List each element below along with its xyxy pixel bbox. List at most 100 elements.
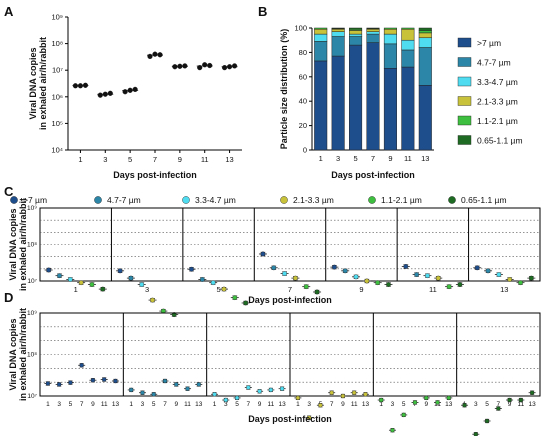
c-y-axis-title-line: Viral DNA copies bbox=[8, 208, 18, 280]
b-bar-segment bbox=[366, 31, 380, 35]
c-data-point bbox=[100, 286, 106, 292]
d-data-point bbox=[68, 380, 73, 385]
d-x-tick-label: 3 bbox=[307, 401, 311, 408]
c-x-axis-title: Days post-infection bbox=[248, 295, 332, 305]
b-legend-label: 4.7-7 µm bbox=[477, 58, 511, 68]
a-data-point bbox=[226, 64, 233, 70]
d-x-tick-label: 13 bbox=[445, 401, 453, 408]
c-data-point bbox=[403, 264, 409, 269]
d-y-tick-label: 10⁷ bbox=[27, 393, 37, 400]
b-bar-segment bbox=[349, 30, 363, 35]
d-x-tick-label: 1 bbox=[296, 401, 300, 408]
d-data-point bbox=[174, 382, 179, 387]
c-legend-label: 4.7-7 µm bbox=[107, 195, 141, 205]
a-data-point bbox=[231, 63, 238, 69]
d-data-point bbox=[295, 395, 301, 401]
b-bar-segment bbox=[383, 33, 397, 45]
d-x-tick-label: 7 bbox=[330, 401, 334, 408]
c-data-point bbox=[189, 266, 194, 272]
a-data-point bbox=[107, 90, 113, 96]
b-legend-label: >7 µm bbox=[477, 38, 501, 48]
c-data-point bbox=[117, 268, 123, 274]
d-data-point bbox=[234, 395, 240, 401]
b-bar-segment bbox=[383, 68, 397, 151]
a-data-point bbox=[102, 91, 108, 97]
c-x-tick-label: 3 bbox=[145, 285, 149, 294]
c-x-tick-label: 11 bbox=[429, 285, 437, 294]
b-legend-swatch bbox=[457, 76, 472, 87]
d-x-tick-label: 11 bbox=[351, 401, 358, 408]
b-x-tick-label: 13 bbox=[421, 154, 429, 163]
d-x-tick-label: 7 bbox=[247, 401, 251, 408]
b-legend-swatch bbox=[457, 135, 472, 145]
c-data-point bbox=[139, 282, 145, 287]
d-data-point bbox=[401, 412, 406, 418]
b-bar-segment bbox=[401, 49, 415, 68]
d-x-tick-label: 1 bbox=[129, 401, 133, 408]
d-data-point bbox=[351, 390, 357, 395]
a-y-tick-label: 10⁹ bbox=[51, 13, 63, 22]
panel-d-scatter-chart: 10⁷10⁸10⁹1357911131357911131357911131357… bbox=[8, 308, 541, 436]
b-legend-swatch bbox=[457, 96, 472, 106]
b-bar-segment bbox=[418, 30, 432, 34]
d-x-tick-label: 9 bbox=[424, 401, 428, 408]
b-bar-segment bbox=[366, 42, 380, 151]
c-data-point bbox=[314, 289, 320, 295]
c-data-point bbox=[128, 275, 134, 281]
b-bar-segment bbox=[366, 28, 380, 32]
d-data-point bbox=[101, 377, 107, 382]
c-data-point bbox=[425, 273, 430, 279]
c-data-point bbox=[221, 286, 227, 292]
c-data-point bbox=[446, 284, 452, 290]
b-bar-segment bbox=[401, 28, 415, 41]
d-data-point bbox=[246, 385, 251, 390]
d-data-point bbox=[45, 381, 51, 386]
d-data-point bbox=[279, 386, 285, 391]
c-legend-marker bbox=[182, 196, 190, 204]
c-data-point bbox=[496, 272, 502, 277]
b-y-tick-label: 80 bbox=[299, 48, 307, 57]
b-y-tick-label: 40 bbox=[299, 97, 307, 106]
d-data-point bbox=[363, 392, 368, 397]
b-bar-segment bbox=[401, 39, 415, 51]
b-bar-segment bbox=[418, 27, 432, 31]
a-x-tick-label: 7 bbox=[153, 155, 157, 164]
d-data-point bbox=[379, 397, 384, 403]
a-y-axis-title: Viral DNA copiesin exhaled air/h/rabbit bbox=[28, 37, 48, 130]
panel-c-scatter-chart: >7 µm 4.7-7 µm 3.3-4.7 µm 2.1-3.3 µm 1.1-2.1… bbox=[8, 195, 541, 318]
c-data-point bbox=[457, 282, 463, 287]
a-data-point bbox=[127, 87, 133, 93]
c-data-point bbox=[364, 278, 370, 284]
a-x-tick-label: 9 bbox=[178, 155, 182, 164]
c-data-point bbox=[150, 297, 155, 303]
b-y-tick-label: 60 bbox=[299, 72, 307, 81]
d-data-point bbox=[435, 400, 440, 405]
b-bar-segment bbox=[331, 28, 345, 32]
b-bar-segment bbox=[314, 60, 328, 151]
a-data-point bbox=[147, 53, 153, 60]
c-data-point bbox=[293, 275, 298, 281]
d-data-point bbox=[306, 415, 312, 420]
b-bar-segment bbox=[401, 27, 415, 30]
b-bar-segment bbox=[331, 36, 345, 57]
d-x-tick-label: 5 bbox=[69, 401, 73, 408]
c-data-point bbox=[78, 280, 84, 286]
a-y-tick-label: 10⁵ bbox=[52, 119, 63, 128]
d-data-point bbox=[446, 395, 451, 401]
d-data-point bbox=[329, 390, 334, 395]
d-x-tick-label: 3 bbox=[224, 401, 228, 408]
b-legend-label: 1.1-2.1 µm bbox=[477, 116, 518, 126]
a-x-tick-label: 5 bbox=[128, 155, 132, 164]
d-x-tick-label: 7 bbox=[497, 401, 501, 408]
d-data-point bbox=[529, 390, 535, 395]
d-x-axis-title: Days post-infection bbox=[248, 414, 332, 424]
b-bar-segment bbox=[349, 44, 363, 151]
a-x-axis-title: Days post-infection bbox=[113, 170, 197, 180]
b-x-tick-label: 9 bbox=[388, 154, 392, 163]
a-data-point bbox=[177, 63, 183, 69]
d-data-point bbox=[151, 392, 156, 397]
d-data-point bbox=[113, 378, 118, 384]
